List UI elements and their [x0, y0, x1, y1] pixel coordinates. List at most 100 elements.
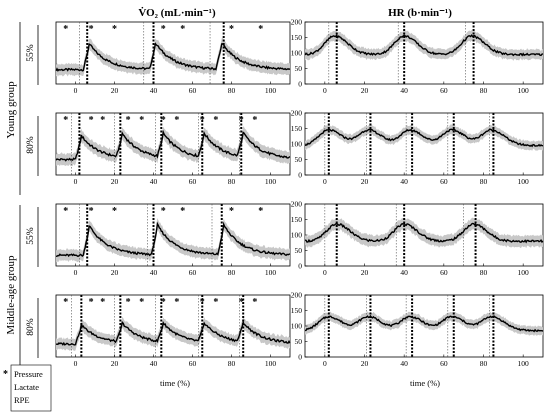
- significance-star: *: [63, 297, 68, 308]
- significance-star: *: [112, 206, 117, 217]
- x-tick-label: 80: [480, 177, 488, 186]
- significance-star: *: [89, 297, 94, 308]
- x-tick-label: 0: [323, 86, 327, 95]
- x-tick-label: 60: [189, 359, 197, 368]
- row-label-young-80: 80%: [26, 136, 36, 154]
- x-tick-label: 60: [440, 359, 448, 368]
- significance-star: *: [126, 297, 131, 308]
- x-tick-label: 100: [265, 268, 277, 277]
- x-tick-label: 40: [400, 177, 408, 186]
- x-tick-label: 20: [361, 86, 369, 95]
- vo2-column-title: V̇O₂ (mL·min⁻¹): [138, 6, 216, 19]
- y-tick-label: 150: [291, 124, 303, 133]
- y-tick-label: 150: [291, 215, 303, 224]
- x-tick-label: 20: [361, 268, 369, 277]
- panel-vo2-middle-55: * * * * * * * 0 20 40 60 80 100: [55, 203, 291, 277]
- y-tick-label: 0: [298, 262, 302, 271]
- x-tick-label: 20: [361, 177, 369, 186]
- panel-hr-middle-55: 0 20 40 60 80 100 0 50 100 150 200: [291, 200, 544, 277]
- y-tick-label: 0: [298, 80, 302, 89]
- significance-star: *: [139, 115, 144, 126]
- series-mean-line: [304, 314, 544, 333]
- x-tick-label: 80: [228, 359, 236, 368]
- x-tick-label: 100: [265, 177, 277, 186]
- y-tick-label: 50: [295, 64, 303, 73]
- y-tick-label: 100: [291, 322, 303, 331]
- sd-band: [305, 217, 543, 249]
- significance-star: *: [161, 24, 166, 35]
- hr-column-title: HR (b·min⁻¹): [388, 7, 452, 19]
- panel-hr-middle-80: 0 20 40 60 80 100 0 50 100 150 200: [291, 291, 544, 368]
- panel-vo2-young-80: * * * * * * * * * * * 0 20 40 60 80 100: [55, 112, 291, 186]
- legend-item-rpe: RPE: [14, 395, 30, 405]
- significance-star: *: [229, 206, 234, 217]
- hr-xlabel: time (%): [410, 378, 440, 388]
- legend-item-pressure: Pressure: [14, 369, 43, 379]
- series-mean-line: [304, 128, 544, 148]
- x-tick-label: 20: [111, 359, 119, 368]
- x-tick-label: 80: [480, 359, 488, 368]
- x-tick-label: 40: [150, 268, 158, 277]
- y-tick-label: 200: [291, 109, 303, 118]
- significance-star: *: [161, 115, 166, 126]
- panel-hr-young-55: 0 20 40 60 80 100 0 50 100 150 200: [291, 18, 544, 95]
- series-mean-line: [55, 42, 291, 72]
- significance-star: *: [180, 206, 185, 217]
- series-mean-line: [55, 221, 291, 258]
- x-tick-label: 20: [111, 268, 119, 277]
- y-tick-label: 50: [295, 155, 303, 164]
- significance-star: *: [252, 115, 257, 126]
- significance-star: *: [174, 115, 179, 126]
- panel-frame: [55, 294, 291, 358]
- sd-band: [56, 37, 290, 77]
- legend-item-lactate: Lactate: [14, 382, 39, 392]
- x-tick-label: 0: [323, 177, 327, 186]
- x-tick-label: 100: [265, 359, 277, 368]
- x-tick-label: 60: [189, 177, 197, 186]
- x-tick-label: 60: [440, 177, 448, 186]
- legend-box: [10, 364, 52, 412]
- y-tick-label: 100: [291, 140, 303, 149]
- significance-star: *: [63, 115, 68, 126]
- legend-marker: *: [3, 369, 8, 380]
- y-tick-label: 100: [291, 231, 303, 240]
- x-tick-label: 100: [265, 86, 277, 95]
- y-tick-label: 100: [291, 49, 303, 58]
- significance-star: *: [89, 115, 94, 126]
- x-tick-label: 40: [400, 268, 408, 277]
- significance-star: *: [161, 297, 166, 308]
- y-tick-label: 200: [291, 18, 303, 27]
- significance-star: *: [126, 115, 131, 126]
- y-tick-label: 0: [298, 171, 302, 180]
- y-tick-label: 200: [291, 291, 303, 300]
- significance-star: *: [213, 297, 218, 308]
- significance-star: *: [89, 206, 94, 217]
- y-tick-label: 50: [295, 337, 303, 346]
- x-tick-label: 80: [228, 177, 236, 186]
- x-tick-label: 20: [111, 177, 119, 186]
- row-label-young-55: 55%: [26, 44, 36, 62]
- significance-star: *: [200, 297, 205, 308]
- x-tick-label: 100: [518, 359, 530, 368]
- significance-star: *: [239, 115, 244, 126]
- x-tick-label: 0: [323, 359, 327, 368]
- significance-star: *: [63, 206, 68, 217]
- x-tick-label: 60: [189, 268, 197, 277]
- young-group-label: Young group: [5, 81, 17, 139]
- y-tick-label: 0: [298, 353, 302, 362]
- x-tick-label: 80: [228, 86, 236, 95]
- panel-frame: [304, 112, 544, 176]
- significance-star: *: [258, 206, 263, 217]
- vo2-xlabel: time (%): [160, 378, 190, 388]
- series-mean-line: [304, 34, 544, 57]
- x-tick-label: 60: [440, 268, 448, 277]
- y-tick-label: 200: [291, 200, 303, 209]
- significance-star: *: [100, 297, 105, 308]
- significance-star: *: [174, 297, 179, 308]
- x-tick-label: 0: [74, 177, 78, 186]
- y-tick-label: 150: [291, 33, 303, 42]
- sd-band: [56, 316, 290, 351]
- x-tick-label: 80: [480, 86, 488, 95]
- significance-star: *: [180, 24, 185, 35]
